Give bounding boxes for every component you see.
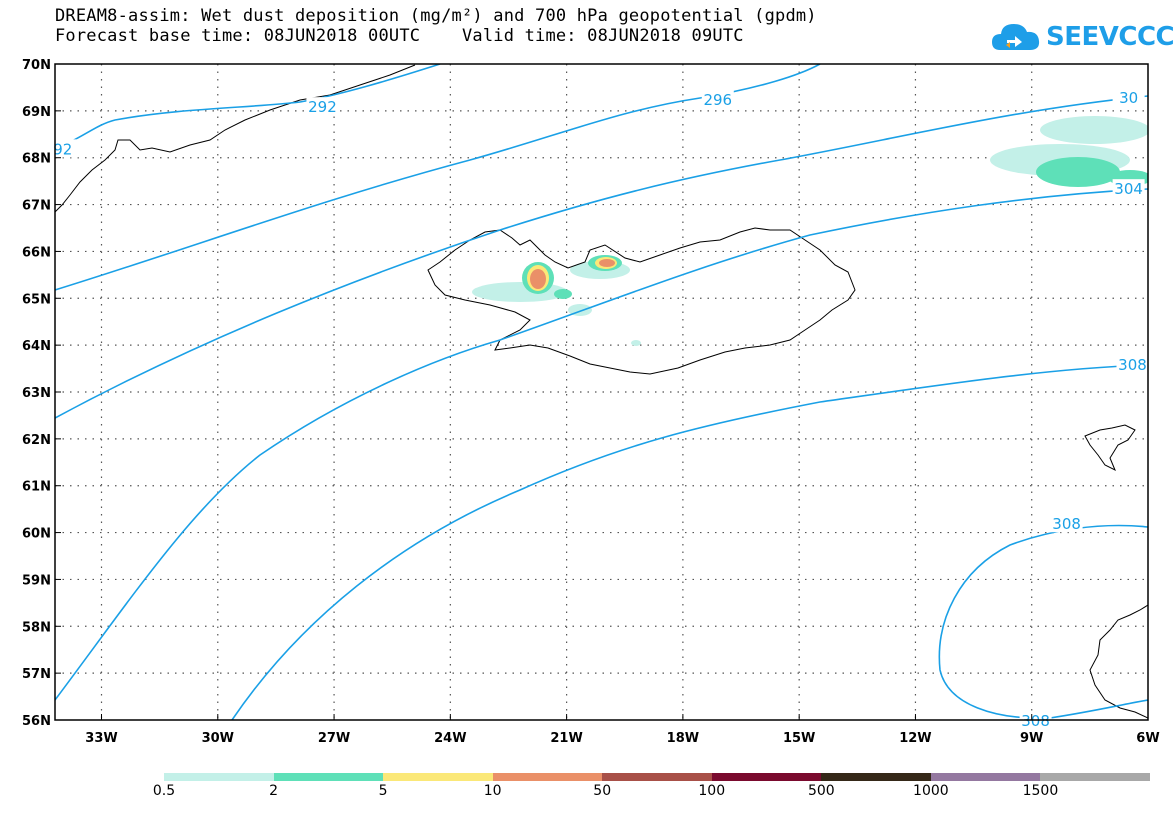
lat-tick-label: 68N — [22, 152, 51, 167]
colorbar-segment — [821, 773, 932, 781]
contour-label: 30 — [1119, 89, 1138, 107]
colorbar-segment — [383, 773, 494, 781]
contour-300 — [55, 95, 1148, 419]
colorbar-label: 500 — [807, 783, 835, 799]
lon-tick-label: 24W — [434, 731, 466, 746]
colorbar-segment — [273, 773, 384, 781]
contour-label: 304 — [1114, 180, 1143, 198]
lat-tick-label: 70N — [22, 58, 51, 73]
contour-label-bg — [306, 97, 339, 116]
contour-296-a — [55, 64, 821, 291]
logo-text: SEEVCCC — [1046, 22, 1175, 52]
contour-308-b — [938, 524, 1148, 719]
lat-tick-label: 66N — [22, 245, 51, 260]
lat-tick-label: 60N — [22, 527, 51, 542]
contour-label-bg — [1116, 354, 1149, 373]
lat-tick-label: 63N — [22, 386, 51, 401]
colorbar-segment — [1040, 773, 1151, 781]
cloud-icon — [992, 24, 1040, 50]
contour-label-bg — [1112, 179, 1145, 198]
lat-tick-label: 56N — [22, 714, 51, 729]
contour-label: 292 — [308, 98, 337, 116]
contour-304 — [55, 188, 1148, 701]
scotland-coast — [1089, 604, 1148, 719]
contour-label: 92 — [53, 140, 72, 158]
contour-292 — [55, 64, 441, 149]
lon-tick-label: 15W — [783, 731, 815, 746]
colorbar-segment — [492, 773, 603, 781]
iceland-coast — [427, 227, 856, 375]
lon-tick-label: 12W — [899, 731, 931, 746]
lat-tick-label: 61N — [22, 480, 51, 495]
chart-title: DREAM8-assim: Wet dust deposition (mg/m²… — [55, 6, 817, 26]
contour-label: 308 — [1118, 356, 1147, 374]
colorbar-label: 100 — [698, 783, 726, 799]
colorbar-label: 50 — [593, 783, 612, 799]
map-axes: 33W 30W 27W 24W 21W 18W 15W 12W 9W 6W 70N 69N 68N 67N… — [22, 58, 1160, 746]
colorbar-segment — [164, 773, 275, 781]
colorbar-label: 1000 — [913, 783, 949, 799]
geopotential-contours — [55, 64, 1148, 720]
dust-deposition-field — [472, 116, 1148, 346]
lat-lon-grid — [55, 64, 1148, 720]
seevccc-logo: SEEVCCC — [990, 18, 1175, 56]
coastlines — [55, 64, 1148, 719]
colorbar-segment — [602, 773, 713, 781]
lat-tick-label: 62N — [22, 433, 51, 448]
lat-tick-label: 59N — [22, 573, 51, 588]
lon-tick-label: 6W — [1136, 731, 1159, 746]
map-border — [54, 63, 1149, 721]
lon-tick-label: 9W — [1020, 731, 1043, 746]
lat-tick-label: 64N — [22, 339, 51, 354]
contour-308-a — [231, 364, 1148, 720]
colorbar-label: 10 — [483, 783, 502, 799]
contour-label: 296 — [703, 91, 732, 109]
lon-tick-label: 33W — [85, 731, 117, 746]
lat-tick-label: 67N — [22, 199, 51, 214]
lat-tick-label: 58N — [22, 620, 51, 635]
colorbar-label: 0.5 — [152, 783, 176, 799]
chart-subtitle: Forecast base time: 08JUN2018 00UTC Vali… — [55, 26, 744, 46]
lat-tick-label: 57N — [22, 667, 51, 682]
colorbar-label: 5 — [378, 783, 388, 799]
faroe-coast — [1084, 424, 1136, 472]
lat-tick-label: 69N — [22, 105, 51, 120]
contour-label: 308 — [1052, 515, 1081, 533]
lon-tick-label: 27W — [318, 731, 350, 746]
lat-tick-label: 65N — [22, 292, 51, 307]
contour-labels: 292 92 296 30 304 308 308 308 — [46, 87, 1149, 730]
contour-label: 308 — [1021, 712, 1050, 730]
colorbar-segment — [711, 773, 822, 781]
contour-label-bg — [1050, 514, 1083, 533]
colorbar-segment — [930, 773, 1041, 781]
contour-label-bg — [1112, 87, 1145, 106]
colorbar-label: 2 — [269, 783, 279, 799]
lon-tick-label: 21W — [550, 731, 582, 746]
lon-tick-label: 18W — [667, 731, 699, 746]
colorbar-label: 1500 — [1022, 783, 1059, 799]
lon-tick-label: 30W — [202, 731, 234, 746]
contour-label-bg — [701, 90, 734, 109]
